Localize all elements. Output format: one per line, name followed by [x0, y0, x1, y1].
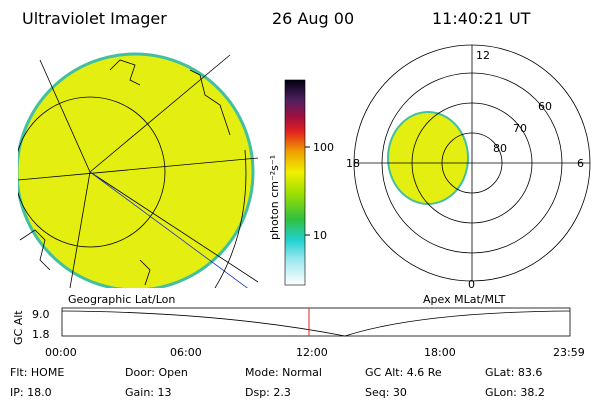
orbit-frame: [61, 307, 571, 337]
info-field: Seq: 30: [365, 386, 407, 399]
info-table: Flt: HOME IP: 18.0 Door: Open Gain: 13 Mode:…: [10, 366, 545, 399]
info-field: IP: 18.0: [10, 386, 52, 399]
orbit-xtick: 12:00: [296, 346, 328, 359]
colorbar-tick-label: 10: [313, 229, 327, 242]
info-field: GLon: 38.2: [485, 386, 545, 399]
info-field: Door: Open: [125, 366, 188, 379]
date: 26 Aug 00: [272, 9, 354, 28]
orbit-curve: [61, 310, 571, 337]
orbit-ylabel: GC Alt: [12, 310, 25, 345]
colorbar-tick-label: 100: [313, 141, 334, 154]
info-field: GC Alt: 4.6 Re: [365, 366, 442, 379]
mlt-label: 0: [468, 278, 475, 291]
mlt-label: 12: [476, 49, 490, 62]
orbit-xtick: 06:00: [170, 346, 202, 359]
orbit-xtick: 18:00: [424, 346, 456, 359]
time: 11:40:21 UT: [432, 9, 531, 28]
orbit-ytick: 1.8: [32, 328, 50, 341]
info-field: Mode: Normal: [245, 366, 322, 379]
mlt-label: 6: [577, 157, 584, 170]
lat-label: 60: [538, 100, 552, 113]
orbit-xtick: 23:59: [553, 346, 585, 359]
orbit-xtick: 00:00: [45, 346, 77, 359]
polar-image: [353, 44, 591, 282]
instrument: Ultraviolet Imager: [22, 9, 167, 28]
info-field: Flt: HOME: [10, 366, 64, 379]
orbit-ytick: 9.0: [32, 308, 50, 321]
panel-title: Geographic Lat/Lon: [68, 293, 175, 306]
panel-title: Apex MLat/MLT: [423, 293, 506, 306]
lat-label: 80: [493, 142, 507, 155]
info-field: GLat: 83.6: [485, 366, 542, 379]
info-field: Gain: 13: [125, 386, 172, 399]
lat-label: 70: [513, 122, 527, 135]
colorbar: [284, 79, 306, 286]
info-field: Dsp: 2.3: [245, 386, 291, 399]
colorbar-label: photon cm⁻²s⁻¹: [268, 155, 281, 240]
geo-image: [18, 52, 258, 288]
mlt-label: 18: [346, 157, 360, 170]
